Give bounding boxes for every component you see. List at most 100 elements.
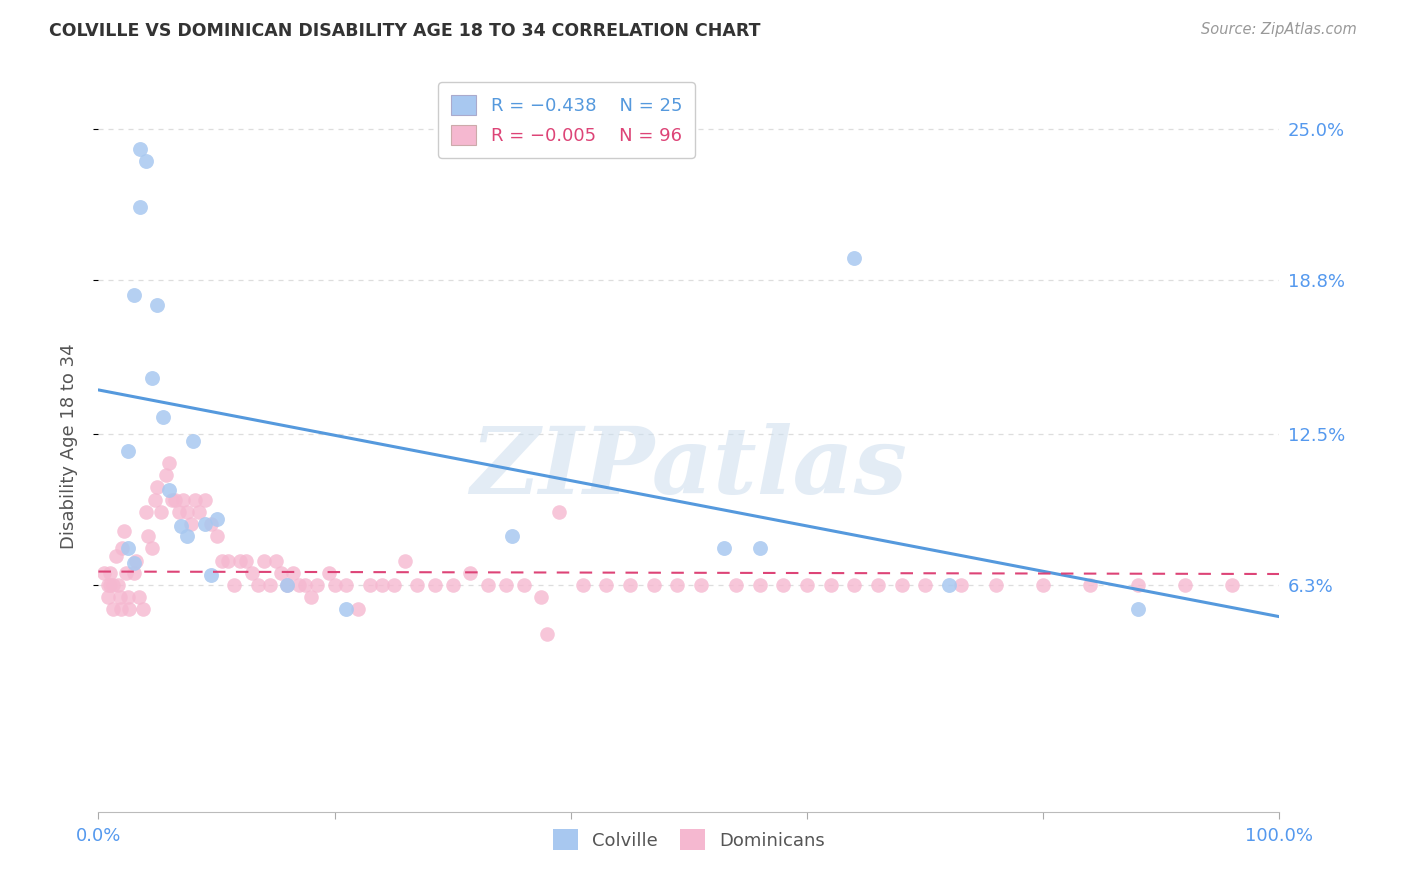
Point (689, 578, 711, 592)
Point (224, 578, 246, 592)
Point (205, 512, 228, 526)
Point (347, 602, 370, 616)
Point (371, 578, 394, 592)
Point (359, 578, 381, 592)
Point (713, 541, 735, 556)
Point (98, 566, 121, 580)
Point (866, 578, 889, 592)
Point (97, 578, 120, 592)
Point (264, 553, 287, 567)
Point (595, 578, 617, 592)
Point (117, 590, 139, 604)
Point (118, 602, 141, 616)
Point (938, 578, 960, 592)
Point (890, 578, 912, 592)
Point (548, 505, 571, 519)
Point (187, 505, 209, 519)
Point (725, 578, 748, 592)
Point (1220, 578, 1243, 592)
Point (318, 566, 340, 580)
Point (276, 578, 298, 592)
Point (294, 578, 316, 592)
Point (194, 492, 217, 507)
Point (172, 492, 194, 507)
Point (128, 142, 150, 156)
Point (530, 590, 553, 604)
Point (949, 578, 972, 592)
Point (796, 578, 818, 592)
Point (211, 553, 233, 567)
Point (117, 443, 139, 458)
Point (288, 578, 311, 592)
Point (125, 553, 148, 567)
Point (844, 578, 866, 592)
Point (423, 578, 446, 592)
Point (180, 516, 202, 531)
Point (184, 492, 207, 507)
Point (984, 578, 1007, 592)
Point (772, 578, 794, 592)
Point (105, 549, 128, 563)
Point (152, 409, 174, 424)
Point (205, 529, 228, 543)
Point (122, 288, 145, 302)
Point (619, 578, 641, 592)
Point (93, 566, 115, 580)
Point (176, 505, 198, 519)
Point (101, 578, 124, 592)
Point (141, 541, 163, 556)
Point (217, 553, 239, 567)
Point (1080, 578, 1102, 592)
Point (141, 370, 163, 384)
Point (253, 553, 276, 567)
Point (536, 626, 558, 640)
Point (335, 578, 357, 592)
Text: ZIPatlas: ZIPatlas (471, 423, 907, 513)
Point (146, 480, 169, 494)
Text: COLVILLE VS DOMINICAN DISABILITY AGE 18 TO 34 CORRELATION CHART: COLVILLE VS DOMINICAN DISABILITY AGE 18 … (49, 22, 761, 40)
Point (235, 553, 257, 567)
Point (128, 590, 150, 604)
Point (666, 578, 689, 592)
Point (143, 492, 166, 507)
Point (229, 553, 252, 567)
Point (495, 578, 517, 592)
Point (259, 578, 281, 592)
Point (160, 492, 183, 507)
Point (200, 516, 222, 531)
Point (1174, 578, 1197, 592)
Point (276, 578, 298, 592)
Point (270, 566, 292, 580)
Point (748, 578, 770, 592)
Point (112, 524, 135, 539)
Point (820, 578, 842, 592)
Point (501, 529, 523, 543)
Point (132, 602, 155, 616)
Point (128, 200, 150, 214)
Point (165, 492, 187, 507)
Point (914, 578, 936, 592)
Point (460, 566, 482, 580)
Point (1032, 578, 1054, 592)
Point (117, 541, 139, 556)
Point (170, 519, 193, 533)
Point (406, 578, 429, 592)
Point (571, 578, 593, 592)
Point (512, 578, 534, 592)
Point (200, 568, 222, 582)
Point (1126, 578, 1149, 592)
Point (335, 602, 357, 616)
Point (283, 566, 305, 580)
Point (122, 566, 145, 580)
Point (110, 602, 132, 616)
Legend: Colville, Dominicans: Colville, Dominicans (546, 822, 832, 857)
Point (323, 578, 346, 592)
Point (136, 529, 159, 543)
Point (748, 541, 770, 556)
Point (111, 541, 134, 556)
Point (394, 553, 416, 567)
Point (155, 468, 177, 483)
Point (157, 483, 180, 497)
Point (150, 505, 173, 519)
Point (305, 578, 328, 592)
